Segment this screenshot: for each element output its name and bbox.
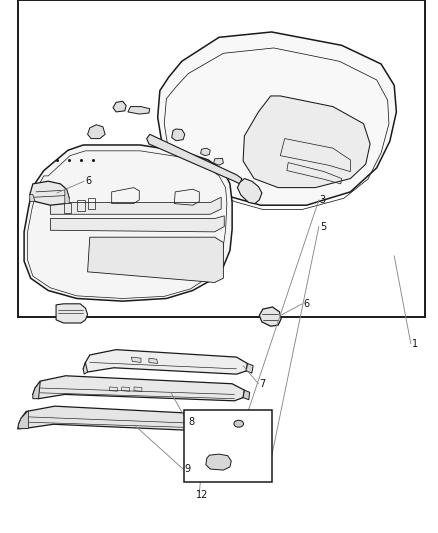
Polygon shape: [24, 145, 232, 301]
Polygon shape: [33, 376, 244, 401]
Polygon shape: [230, 421, 237, 431]
Text: 5: 5: [320, 222, 326, 231]
Polygon shape: [65, 189, 69, 204]
Polygon shape: [18, 411, 26, 429]
Text: 1: 1: [412, 339, 418, 349]
Text: 9: 9: [184, 464, 190, 474]
Bar: [184, 410, 272, 482]
Bar: [18, 0, 425, 317]
Polygon shape: [88, 125, 105, 139]
Text: 6: 6: [85, 176, 91, 186]
Text: 7: 7: [259, 379, 265, 389]
Polygon shape: [246, 364, 253, 373]
Polygon shape: [131, 357, 141, 362]
Polygon shape: [113, 101, 126, 112]
Polygon shape: [83, 350, 247, 374]
Polygon shape: [30, 195, 35, 201]
Polygon shape: [201, 148, 210, 156]
Polygon shape: [33, 381, 40, 399]
Polygon shape: [206, 454, 231, 470]
Polygon shape: [88, 237, 223, 282]
Polygon shape: [83, 362, 88, 374]
Polygon shape: [50, 216, 224, 232]
Polygon shape: [243, 390, 250, 400]
Polygon shape: [50, 197, 221, 214]
Polygon shape: [237, 179, 262, 204]
Polygon shape: [147, 134, 242, 184]
Polygon shape: [56, 304, 88, 323]
Polygon shape: [172, 129, 185, 141]
Polygon shape: [149, 358, 158, 364]
Polygon shape: [18, 406, 232, 432]
Polygon shape: [214, 158, 223, 165]
Text: 12: 12: [196, 490, 208, 499]
Polygon shape: [30, 181, 69, 205]
Polygon shape: [18, 410, 28, 429]
Polygon shape: [243, 96, 370, 188]
Polygon shape: [259, 307, 281, 326]
Text: 3: 3: [320, 195, 326, 205]
Ellipse shape: [234, 420, 244, 427]
Polygon shape: [128, 107, 150, 114]
Text: 8: 8: [188, 417, 194, 427]
Text: 6: 6: [303, 299, 309, 309]
Polygon shape: [158, 32, 396, 205]
